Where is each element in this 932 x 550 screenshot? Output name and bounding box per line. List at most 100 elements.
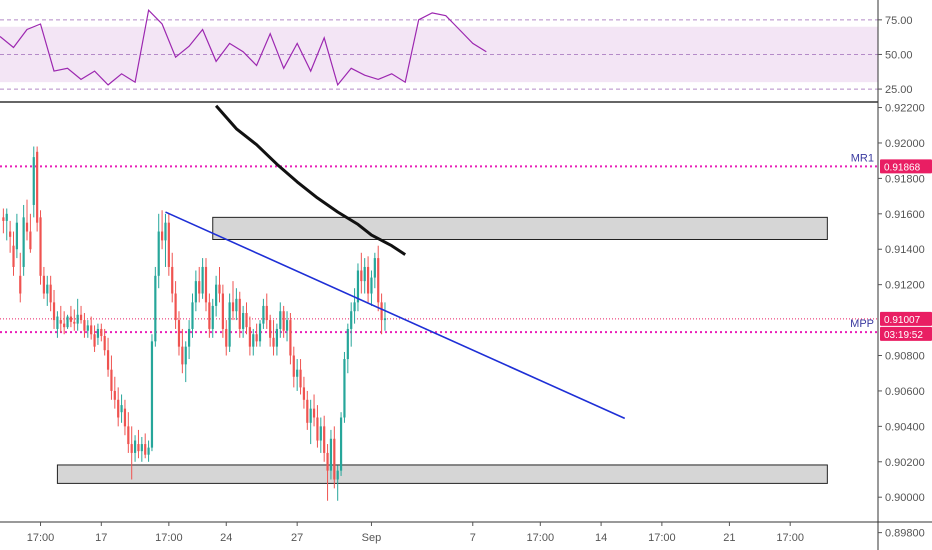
sr-zone-2 [56,464,828,484]
candle-body [59,320,62,324]
candle-body [167,222,170,267]
price-badge [880,311,932,326]
x-tick-label: 17:00 [648,532,676,544]
candle-body [363,266,366,282]
price-y-tick-label: 0.90800 [885,351,925,363]
x-tick-label: 21 [723,532,735,544]
sr-zone-1 [212,216,828,240]
price-badge-label: 0.91868 [884,162,921,173]
candle-body [319,426,322,441]
x-tick-label: 24 [220,532,232,544]
candle-body [198,281,201,294]
candle-body [370,277,373,294]
price-y-tick-label: 0.91800 [885,173,925,185]
candle-body [269,320,272,338]
candle-body [235,298,238,312]
candle-body [373,258,376,278]
candle-body [90,325,93,335]
candle-body [302,387,306,400]
candle-body [56,316,59,329]
candle-body [204,266,208,303]
price-y-tick-label: 0.90400 [885,421,925,433]
candle-body [140,444,143,452]
candle-body [231,302,235,312]
candle-body [383,318,387,321]
candle-body [309,408,312,423]
candle-body [79,314,83,321]
x-tick-label: 17:00 [155,532,183,544]
x-tick-label: 17:00 [776,532,804,544]
moving-average-line [214,104,407,256]
candle-body [225,328,228,347]
candle-body [5,213,8,221]
candle-body [353,302,356,312]
x-tick-label: 17:00 [27,532,55,544]
candle-body [120,405,123,413]
candle-body [360,270,363,282]
candle-body [339,417,343,471]
candle-body [208,302,211,329]
candle-body [171,266,174,294]
candle-body [279,311,282,329]
candle-body [22,217,25,267]
candle-body [137,444,140,452]
candle-body [312,408,316,418]
candle-body [221,293,224,329]
candle-body [258,323,262,342]
candle-body [154,275,157,342]
candle-body [133,440,137,453]
candle-body [86,325,89,331]
candle-body [96,328,100,338]
candle-body [123,408,127,427]
price-pane: MR1 MPP [0,104,878,501]
candle-body [292,355,295,377]
candle-body [46,284,49,294]
candle-body [184,346,187,365]
candle-body [113,390,116,400]
x-tick-label: 27 [291,532,303,544]
candle-body [160,231,164,241]
price-y-tick-label: 0.89800 [885,528,925,540]
x-tick-label: 17 [95,532,107,544]
candle-body [76,314,79,324]
candle-body [177,320,181,347]
candle-body [380,302,383,321]
candle-body [211,305,214,329]
candle-body [262,305,265,324]
trendline [165,211,626,420]
candle-body [194,281,197,303]
candle-body [144,444,147,455]
price-y-tick-label: 0.90600 [885,386,925,398]
candle-body [323,426,326,453]
candle-body [36,151,39,223]
rsi-y-tick-label: 75.00 [885,15,913,27]
candle-body [110,369,113,391]
candle-body [242,313,245,329]
candle-body [69,316,73,322]
rsi-y-tick-label: 50.00 [885,49,913,61]
pivot-label-mpp: MPP [850,318,874,330]
price-y-tick-label: 0.91600 [885,209,925,221]
price-y-tick-label: 0.90000 [885,492,925,504]
candle-body [127,426,130,445]
candle-body [346,328,349,360]
candle-body [150,341,154,448]
candle-body [356,270,360,303]
candle-body [66,316,69,328]
price-badge-label: 03:19:52 [884,330,923,341]
candle-body [248,327,251,347]
candle-body [52,302,56,321]
candle-body [228,302,231,347]
candle-body [49,284,52,303]
candle-body [366,266,370,294]
candle-body [350,311,353,329]
price-badge [880,326,932,341]
pivot-label-mr1: MR1 [851,152,874,164]
price-y-tick-label: 0.92200 [885,103,925,115]
candle-body [73,321,76,324]
candle-body [174,293,177,321]
candle-body [296,369,299,377]
candle-body [2,217,5,221]
candle-body [336,470,339,480]
